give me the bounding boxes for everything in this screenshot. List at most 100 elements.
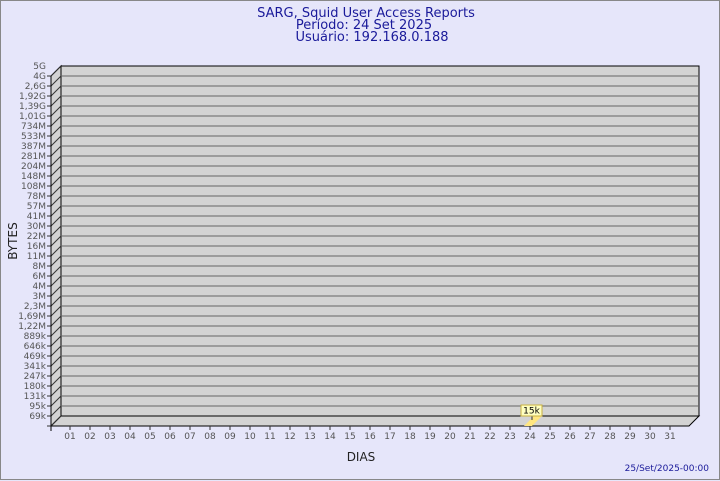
grid-line-side [50,215,62,227]
x-tick-label: 13 [304,432,315,442]
y-tick-label: 3M [33,292,47,302]
grid-line-side [50,75,62,87]
x-tick-label: 01 [64,432,75,442]
x-tick-label: 12 [284,432,295,442]
x-tick-label: 22 [484,432,495,442]
x-tick-label: 14 [324,432,336,442]
grid-line-side [50,185,62,197]
grid-line-side [50,155,62,167]
y-tick-label: 180k [24,382,47,392]
grid-line-side [50,125,62,137]
grid-line-side [50,365,62,377]
y-tick-label: 281M [21,152,46,162]
grid-line-side [50,65,62,77]
plot-floor [49,415,701,427]
y-tick-label: 8M [33,262,47,272]
x-tick-label: 15 [344,432,355,442]
y-tick-label: 1,39G [19,102,46,112]
grid-line-side [50,335,62,347]
grid-line-side [50,415,62,427]
grid-line-side [50,115,62,127]
x-tick-label: 09 [224,432,236,442]
grid-line-side [50,265,62,277]
x-tick-label: 29 [624,432,636,442]
grid-line-side [50,275,62,287]
grid-line-side [50,95,62,107]
y-axis-label: BYTES [6,222,20,259]
y-tick-label: 341k [24,362,47,372]
y-tick-label: 1,01G [19,112,46,122]
y-tick-label: 6M [33,272,47,282]
grid-line-side [50,235,62,247]
y-tick-label: 2,3M [24,302,46,312]
x-tick-label: 04 [124,432,136,442]
x-tick-label: 24 [524,432,536,442]
x-tick-label: 10 [244,432,256,442]
chart-subtitle-period: Período: 24 Set 2025 [296,18,432,33]
x-tick-label: 11 [264,432,275,442]
grid-line-side [50,205,62,217]
x-tick-label: 30 [644,432,656,442]
x-tick-label: 06 [164,432,176,442]
x-tick-label: 21 [464,432,475,442]
grid-line-side [50,105,62,117]
y-tick-label: 78M [27,192,46,202]
y-tick-label: 1,22M [18,322,46,332]
grid-line-side [50,345,62,357]
x-tick-label: 31 [664,432,675,442]
grid-line-side [50,85,62,97]
data-label: 15k [523,407,540,417]
grid-line-side [50,315,62,327]
y-tick-label: 4G [33,72,46,82]
y-tick-label: 1,92G [19,92,46,102]
x-tick-label: 05 [144,432,155,442]
grid-line-side [50,325,62,337]
grid-line-side [50,145,62,157]
y-tick-label: 57M [27,202,46,212]
grid-line-side [50,165,62,177]
y-tick-label: 16M [27,242,46,252]
x-tick-label: 25 [544,432,555,442]
y-tick-label: 22M [27,232,46,242]
x-tick-label: 23 [504,432,515,442]
data-label-box [520,404,543,417]
y-tick-label: 2,6G [25,82,46,92]
x-tick-label: 03 [104,432,115,442]
y-tick-label: 533M [21,132,46,142]
y-tick-label: 69k [29,412,46,422]
y-tick-label: 889k [24,332,47,342]
x-tick-label: 08 [204,432,216,442]
grid-line-side [50,305,62,317]
x-tick-label: 20 [444,432,456,442]
grid-line-side [50,255,62,267]
grid-line-side [50,135,62,147]
y-tick-label: 204M [21,162,46,172]
y-tick-label: 108M [21,182,46,192]
x-tick-label: 17 [384,432,395,442]
x-tick-label: 26 [564,432,576,442]
grid-line-side [50,225,62,237]
plot-left-wall [50,64,62,428]
y-tick-label: 469k [24,352,47,362]
y-tick-label: 131k [24,392,47,402]
x-tick-label: 19 [424,432,436,442]
y-tick-label: 646k [24,342,47,352]
y-tick-label: 30M [27,222,46,232]
grid-line-side [50,285,62,297]
grid-line-side [50,375,62,387]
grid-line-side [50,395,62,407]
chart-title: SARG, Squid User Access Reports [257,6,475,21]
y-tick-label: 148M [21,172,46,182]
y-tick-label: 11M [27,252,46,262]
y-tick-label: 95k [29,402,46,412]
x-tick-label: 02 [84,432,95,442]
grid-line-side [50,295,62,307]
generated-timestamp: 25/Set/2025-00:00 [625,464,710,474]
x-tick-label: 18 [404,432,416,442]
bar-day-24 [524,416,542,426]
y-tick-label: 5G [33,62,46,72]
x-tick-label: 27 [584,432,595,442]
grid-line-side [50,195,62,207]
grid-line-side [50,385,62,397]
